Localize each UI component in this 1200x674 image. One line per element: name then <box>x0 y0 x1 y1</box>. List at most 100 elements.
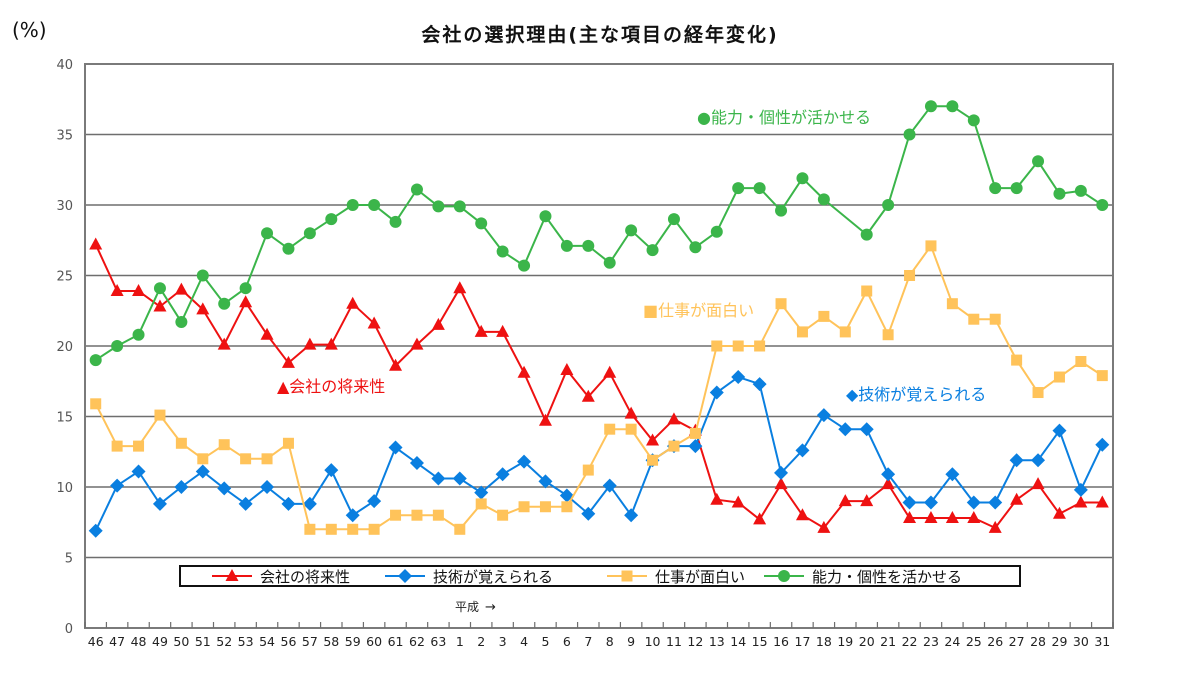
data-point <box>561 501 573 513</box>
series-annotation: ■仕事が面白い <box>643 301 754 320</box>
era-label: 平成 <box>455 600 479 614</box>
x-tick-label: 12 <box>687 634 703 649</box>
data-point <box>689 427 701 439</box>
data-point <box>1009 453 1024 468</box>
data-point <box>304 523 316 535</box>
x-tick-label: 30 <box>1073 634 1089 649</box>
x-tick-label: 4 <box>520 634 528 649</box>
data-point <box>197 453 209 465</box>
data-point <box>1095 495 1109 508</box>
data-point <box>817 520 831 533</box>
legend-box <box>179 565 1021 587</box>
series-2 <box>88 370 1110 538</box>
data-point <box>152 496 167 511</box>
data-point <box>603 365 617 378</box>
legend: 会社の将来性 技術が覚えられる 仕事が面白い 能力・個性を活かせる <box>179 565 1021 587</box>
x-tick-label: 7 <box>584 634 592 649</box>
data-point <box>817 193 830 206</box>
data-point <box>238 496 253 511</box>
data-point <box>946 298 958 310</box>
data-point <box>195 464 210 479</box>
data-point <box>175 316 188 329</box>
data-point <box>325 213 338 226</box>
data-point <box>432 200 445 213</box>
data-point <box>1031 477 1045 490</box>
data-point <box>989 182 1002 195</box>
legend-marker-icon <box>398 569 412 583</box>
data-point <box>795 443 810 458</box>
data-point <box>111 340 124 352</box>
data-point <box>368 523 380 535</box>
data-point <box>390 509 402 521</box>
data-point <box>689 241 702 254</box>
data-point <box>945 467 960 482</box>
data-point <box>709 385 724 400</box>
data-point <box>861 285 873 297</box>
y-tick-label: 25 <box>56 270 73 285</box>
x-tick-label: 63 <box>430 634 446 649</box>
x-tick-label: 9 <box>627 634 635 649</box>
data-point <box>239 295 253 308</box>
data-point <box>303 337 317 350</box>
data-point <box>475 217 488 230</box>
era-note: 平成 → <box>455 600 496 615</box>
data-point <box>816 408 831 423</box>
data-point <box>411 509 423 521</box>
data-point <box>838 422 853 437</box>
data-point <box>795 508 809 521</box>
data-point <box>711 340 723 352</box>
data-point <box>881 477 895 490</box>
data-point <box>218 297 231 310</box>
x-tick-label: 24 <box>944 634 960 649</box>
x-tick-label: 60 <box>366 634 382 649</box>
series-4 <box>89 100 1109 367</box>
data-point <box>668 440 680 452</box>
data-point <box>474 485 489 500</box>
x-tick-label: 15 <box>752 634 768 649</box>
data-point <box>539 210 552 223</box>
x-tick-label: 18 <box>816 634 832 649</box>
data-point <box>647 454 659 466</box>
x-tick-label: 13 <box>709 634 725 649</box>
data-point <box>495 467 510 482</box>
data-point <box>925 240 937 252</box>
data-point <box>325 523 337 535</box>
data-point <box>882 199 895 211</box>
data-point <box>1052 423 1067 438</box>
data-point <box>132 328 145 341</box>
data-point <box>1075 356 1087 368</box>
x-tick-label: 28 <box>1030 634 1046 649</box>
data-point <box>1032 387 1044 399</box>
data-point <box>538 474 553 489</box>
data-point <box>582 464 594 476</box>
data-point <box>346 296 360 309</box>
legend-label: 会社の将来性 <box>260 568 350 586</box>
data-point <box>496 324 510 337</box>
data-point <box>389 215 402 228</box>
x-tick-label: 10 <box>645 634 661 649</box>
series-line <box>95 105 1103 361</box>
data-point <box>217 337 231 350</box>
legend-item: 能力・個性を活かせる <box>764 568 962 586</box>
data-point <box>881 467 896 482</box>
data-point <box>261 453 273 465</box>
data-point <box>924 100 937 113</box>
legend-item: 技術が覚えられる <box>385 568 553 586</box>
data-point <box>1074 495 1088 508</box>
data-point <box>604 423 616 435</box>
data-point <box>1032 155 1045 168</box>
data-point <box>923 495 938 510</box>
data-point <box>89 237 103 250</box>
data-point <box>989 313 1001 325</box>
data-point <box>775 204 788 217</box>
data-point <box>796 326 808 338</box>
data-point <box>175 437 187 449</box>
data-point <box>752 377 767 392</box>
x-tick-label: 1 <box>456 634 464 649</box>
data-point <box>432 509 444 521</box>
legend-marker-icon <box>621 570 633 582</box>
data-point <box>646 244 659 257</box>
x-tick-label: 26 <box>987 634 1003 649</box>
series-annotation: ●能力・個性が活かせる <box>697 108 871 127</box>
data-point <box>154 409 166 421</box>
